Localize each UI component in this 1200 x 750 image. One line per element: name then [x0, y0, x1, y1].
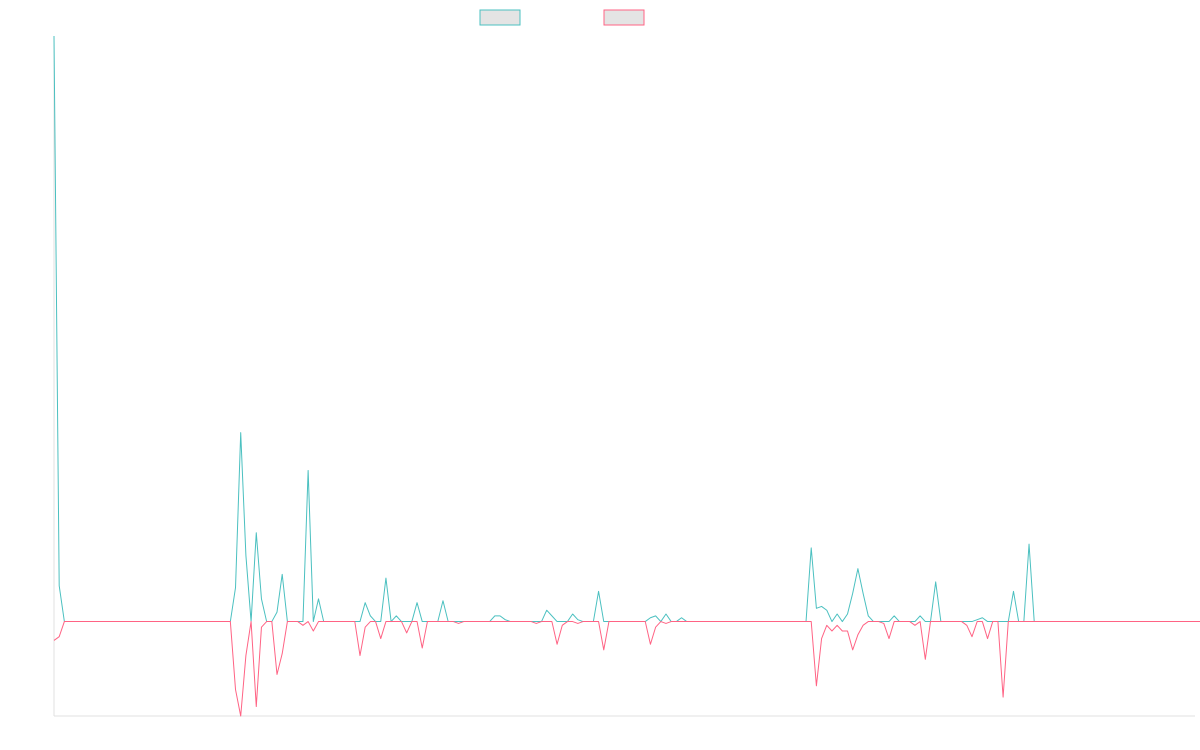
legend-item-1[interactable]: [479, 9, 521, 26]
legend: [479, 9, 645, 26]
legend-swatch-1: [479, 9, 521, 26]
axes: [53, 36, 1195, 717]
plot-area: [53, 35, 1200, 717]
series-line-1: [53, 35, 1200, 623]
legend-item-2[interactable]: [603, 9, 645, 26]
series-line-2: [53, 621, 1200, 717]
legend-swatch-2: [603, 9, 645, 26]
